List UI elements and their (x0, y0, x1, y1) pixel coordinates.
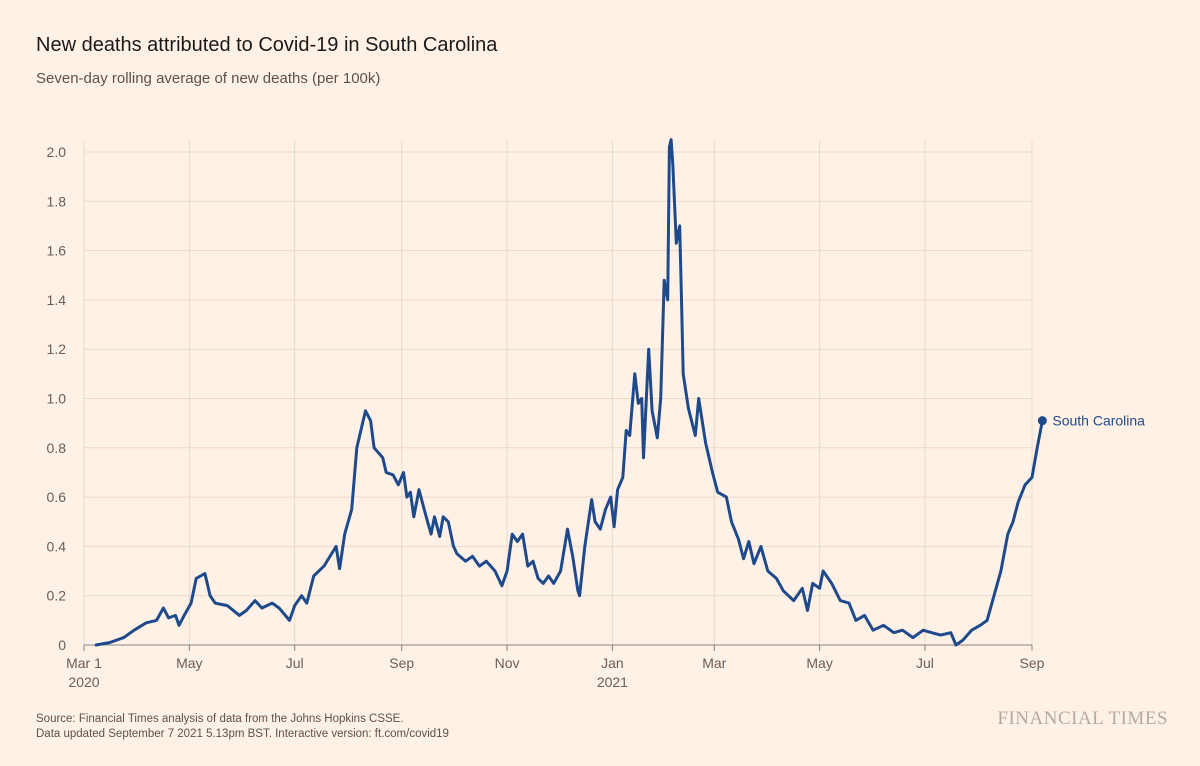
y-tick-label: 0.8 (47, 440, 67, 456)
y-tick-label: 0.2 (47, 588, 67, 604)
y-tick-label: 1.8 (47, 193, 67, 209)
y-tick-label: 0.6 (47, 489, 67, 505)
series-label: South Carolina (1052, 413, 1145, 429)
x-tick-year-label: 2021 (597, 674, 628, 690)
axis-layer: 0 0.2 0.4 0.6 0.8 1.0 1.2 1.4 1.6 1.8 2.0 Mar 1 2020… (47, 144, 1045, 690)
y-tick-label: 0 (58, 637, 66, 653)
y-tick-label: 1.6 (47, 243, 67, 259)
y-tick-label: 0.4 (47, 538, 67, 554)
x-tick-label: Mar 1 (66, 655, 102, 671)
y-tick-label: 2.0 (47, 144, 67, 160)
chart-title: New deaths attributed to Covid-19 in Sou… (36, 34, 498, 56)
x-tick-label: Jan (601, 655, 624, 671)
series-line (94, 138, 1044, 647)
source-line-1: Source: Financial Times analysis of data… (36, 713, 404, 725)
x-tick-year-label: 2020 (68, 674, 99, 690)
financial-times-logo: FINANCIAL TIMES (997, 708, 1168, 729)
chart-subtitle: Seven-day rolling average of new deaths … (36, 70, 381, 87)
source-line-2: Data updated September 7 2021 5.13pm BST… (36, 728, 449, 740)
source-note: Source: Financial Times analysis of data… (36, 712, 449, 742)
x-tick-label: Jul (916, 655, 934, 671)
y-tick-label: 1.2 (47, 341, 67, 357)
x-tick-label: Jul (286, 655, 304, 671)
x-tick-label: May (806, 655, 832, 671)
x-tick-label: May (176, 655, 202, 671)
x-tick-label: Mar (702, 655, 726, 671)
x-tick-label: Sep (389, 655, 414, 671)
series-layer: South Carolina (94, 138, 1145, 647)
y-tick-label: 1.0 (47, 391, 67, 407)
grid-layer (83, 140, 1033, 645)
series-end-marker (1037, 416, 1047, 426)
x-tick-label: Nov (495, 655, 520, 671)
x-tick-label: Sep (1020, 655, 1045, 671)
y-tick-label: 1.4 (47, 292, 67, 308)
